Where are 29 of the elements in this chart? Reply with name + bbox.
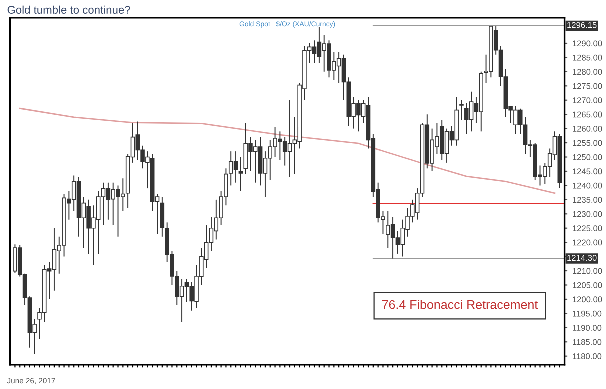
y-tick-label: 1240.00 <box>573 182 602 189</box>
y-tick-label: 1205.00 <box>573 282 602 288</box>
y-tick-label: 1180.00 <box>573 354 602 360</box>
y-tick-label: 1270.00 <box>573 98 602 104</box>
y-tick-label: 1235.00 <box>573 197 602 204</box>
y-tick-label: 1265.00 <box>573 112 602 118</box>
ref-line-label: 1296.15 <box>568 22 597 28</box>
y-tick-label: 1290.00 <box>573 40 602 47</box>
y-tick-label: 1225.00 <box>573 226 602 232</box>
candlestick <box>238 156 244 192</box>
y-tick-label: 1285.00 <box>573 54 602 61</box>
y-tick-label: 1230.00 <box>573 211 602 218</box>
y-tick-label: 1220.00 <box>573 240 602 246</box>
candlestick <box>460 100 464 121</box>
y-tick-label: 1210.00 <box>573 268 602 274</box>
y-tick-label: 1255.00 <box>573 140 602 146</box>
y-tick-label: 1195.00 <box>573 310 602 317</box>
line-series <box>19 108 556 194</box>
chart-title: Gold tumble to continue? <box>8 6 130 14</box>
y-tick-label: 1260.00 <box>573 126 602 132</box>
y-tick-label: 1185.00 <box>573 339 602 346</box>
y-tick-label: 1275.00 <box>573 83 602 90</box>
y-tick-label: 1250.00 <box>573 154 602 160</box>
y-tick-label: 1200.00 <box>573 296 602 303</box>
y-tick-label: 1190.00 <box>573 325 602 332</box>
y-tick-label: 1280.00 <box>573 69 602 76</box>
annotation: 76.4 Fibonacci Retracement <box>382 300 538 310</box>
y-tick-label: 1245.00 <box>573 168 602 175</box>
ref-line-label: 1214.30 <box>568 255 597 262</box>
